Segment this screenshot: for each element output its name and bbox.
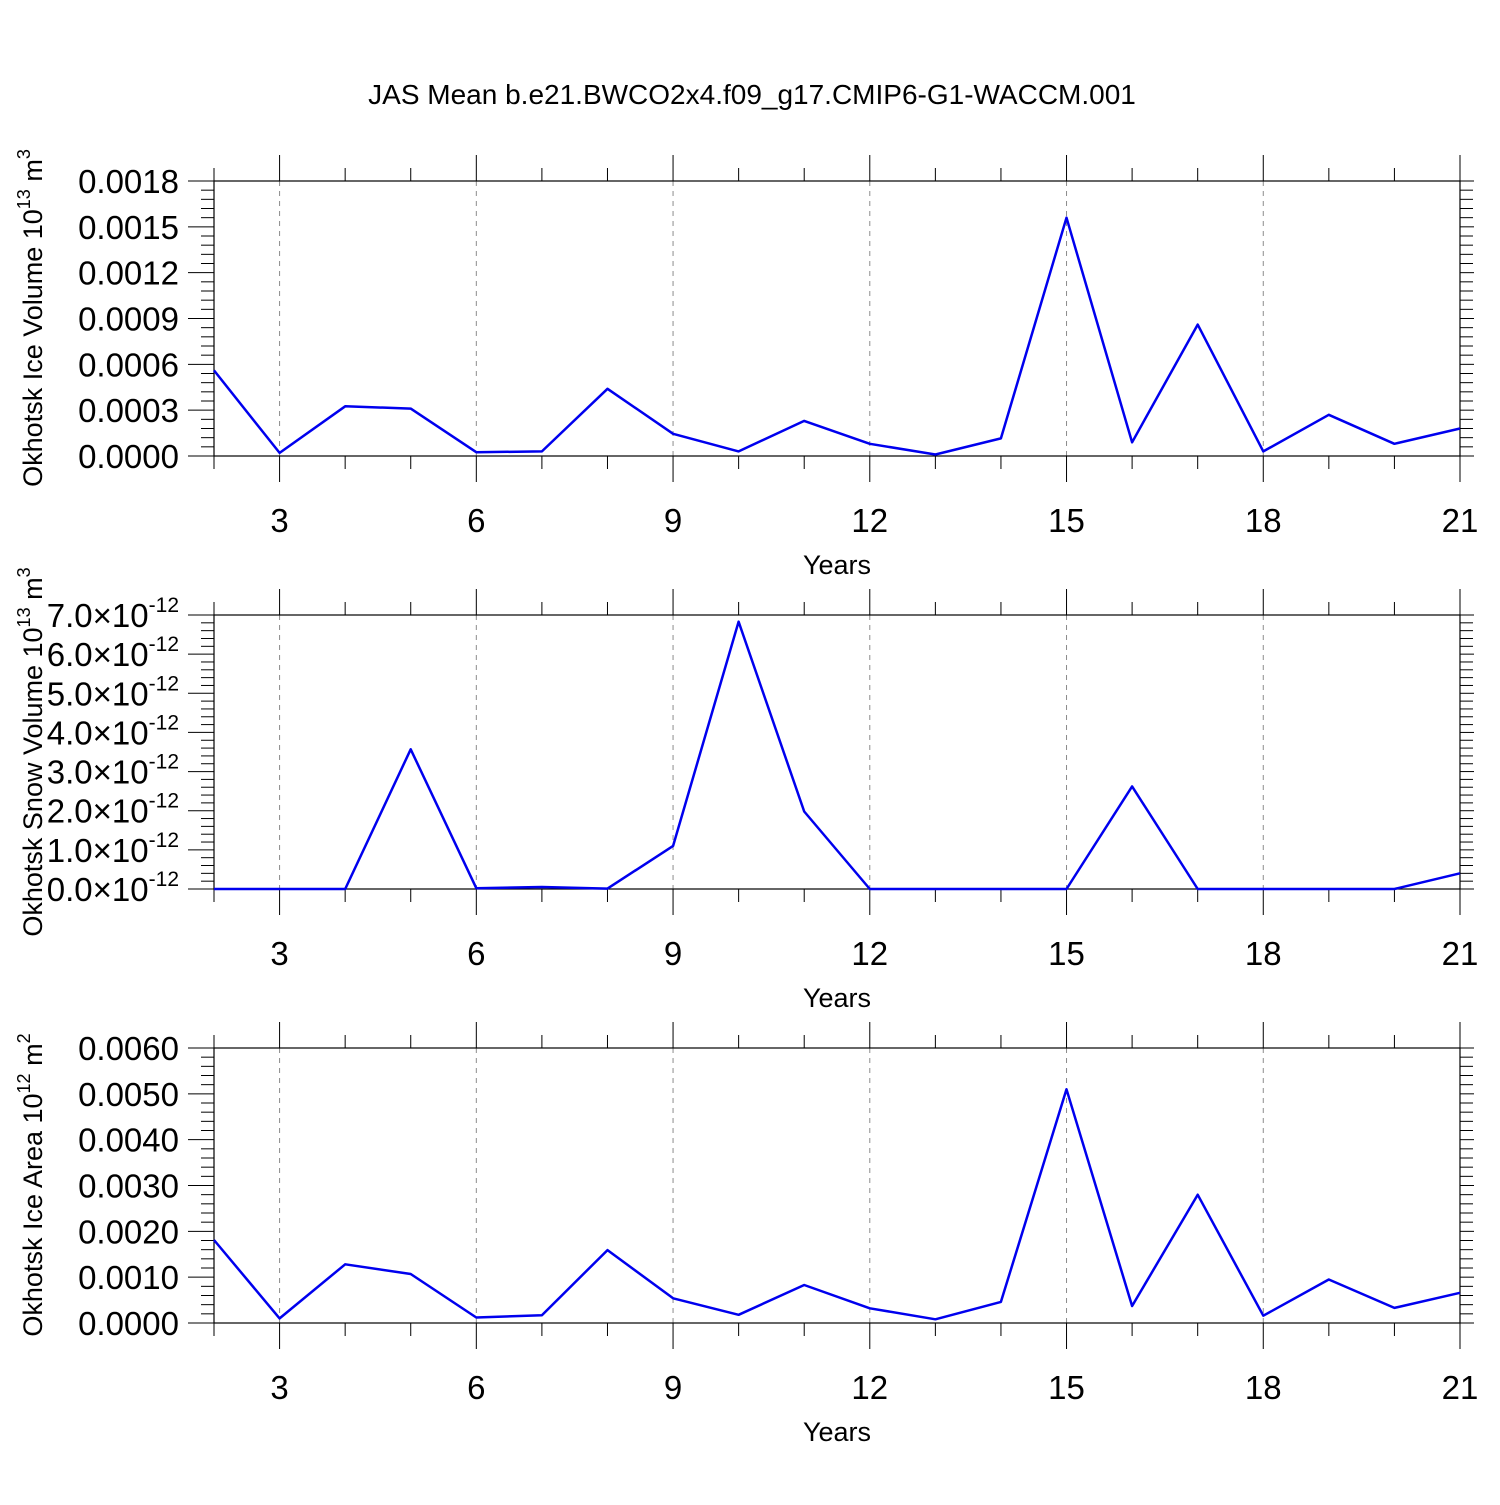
y-tick-label: 0.0050: [78, 1076, 179, 1113]
x-tick-label: 15: [1048, 502, 1085, 539]
x-axis-label: Years: [803, 550, 871, 580]
y-tick-label: 1.0×10-12: [47, 829, 179, 869]
x-tick-label: 21: [1442, 935, 1479, 972]
y-tick-label: 0.0000: [78, 438, 179, 475]
plot-frame: [213, 614, 1461, 890]
y-tick-label: 0.0009: [78, 301, 179, 338]
y-tick-label: 3.0×10-12: [47, 751, 179, 791]
x-axis-label: Years: [803, 1417, 871, 1447]
chart-panel-3: 3 6 9 12 15 18 21 Years 0.0000 0.0010 0.0020 0.0030…: [14, 1022, 1478, 1447]
y-tick-label: 0.0015: [78, 209, 179, 246]
y-tick-label: 0.0018: [78, 163, 179, 200]
y-tick-label: 6.0×10-12: [47, 633, 179, 673]
series-line-1: [213, 216, 1461, 456]
x-tick-label: 6: [467, 935, 485, 972]
x-tick-label: 18: [1245, 935, 1282, 972]
y-tick-label: 0.0006: [78, 346, 179, 383]
y-tick-label: 2.0×10-12: [47, 790, 179, 830]
y-tick-label: 0.0012: [78, 255, 179, 292]
y-axis-label: Okhotsk Ice Area 1012 m2: [14, 1033, 48, 1336]
figure-title: JAS Mean b.e21.BWCO2x4.f09_g17.CMIP6-G1-…: [368, 79, 1136, 110]
series-line-1: [213, 1088, 1461, 1321]
x-tick-label: 3: [270, 1369, 288, 1406]
x-tick-label: 9: [664, 502, 682, 539]
x-tick-label: 18: [1245, 1369, 1282, 1406]
x-tick-label: 3: [270, 502, 288, 539]
chart-panel-2: 3 6 9 12 15 18 21 Years 0.0×10-121.0×10-122.0×10…: [14, 567, 1478, 1013]
plot-frame: [213, 180, 1461, 457]
plot-frame: [213, 1047, 1461, 1324]
x-tick-label: 12: [851, 502, 888, 539]
x-axis-label: Years: [803, 983, 871, 1013]
x-tick-label: 9: [664, 1369, 682, 1406]
x-tick-label: 12: [851, 1369, 888, 1406]
y-tick-label: 0.0020: [78, 1213, 179, 1250]
y-tick-label: 0.0060: [78, 1030, 179, 1067]
x-tick-label: 12: [851, 935, 888, 972]
x-tick-label: 15: [1048, 1369, 1085, 1406]
x-tick-label: 18: [1245, 502, 1282, 539]
y-tick-label: 0.0×10-12: [47, 868, 179, 908]
y-tick-label: 0.0010: [78, 1259, 179, 1296]
y-tick-label: 0.0000: [78, 1305, 179, 1342]
y-tick-label: 7.0×10-12: [47, 594, 179, 634]
y-tick-label: 0.0030: [78, 1168, 179, 1205]
y-axis-label: Okhotsk Ice Volume 1013 m3: [14, 149, 48, 487]
x-tick-label: 9: [664, 935, 682, 972]
x-tick-label: 6: [467, 1369, 485, 1406]
panels: 3 6 9 12 15 18 21 Years 0.0000 0.0003 0.0006 0.0009…: [14, 149, 1478, 1447]
chart-panel-1: 3 6 9 12 15 18 21 Years 0.0000 0.0003 0.0006 0.0009…: [14, 149, 1478, 580]
y-tick-label: 0.0040: [78, 1122, 179, 1159]
x-tick-label: 21: [1442, 1369, 1479, 1406]
x-tick-label: 6: [467, 502, 485, 539]
x-tick-label: 15: [1048, 935, 1085, 972]
y-axis-label: Okhotsk Snow Volume 1013 m3: [14, 567, 48, 936]
x-tick-label: 21: [1442, 502, 1479, 539]
y-tick-label: 4.0×10-12: [47, 711, 179, 751]
y-tick-label: 0.0003: [78, 392, 179, 429]
x-tick-label: 3: [270, 935, 288, 972]
series-line-1: [214, 620, 1461, 891]
y-tick-label: 5.0×10-12: [47, 672, 179, 712]
